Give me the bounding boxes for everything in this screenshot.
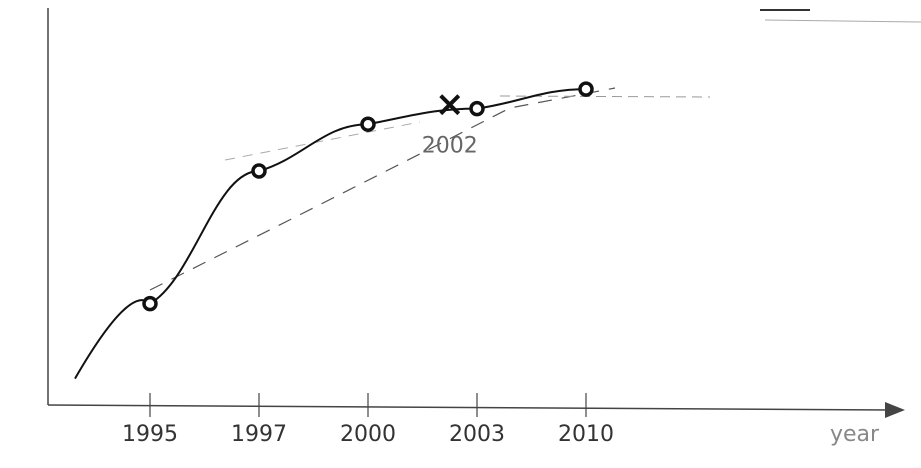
trend-dashed — [150, 88, 615, 290]
data-point — [362, 118, 374, 130]
x-tick-label: 2000 — [340, 422, 396, 447]
x-tick-label: 1995 — [122, 422, 178, 447]
data-point — [253, 165, 265, 177]
trend-curve — [75, 89, 586, 379]
tangent-dashed — [225, 122, 420, 160]
x-tick-label: 1997 — [231, 422, 287, 447]
annotation-marker — [441, 96, 459, 114]
data-point — [580, 83, 592, 95]
x-axis-label: year — [830, 422, 880, 447]
x-tick-label: 2003 — [449, 422, 505, 447]
page: {"chart_data": {"type": "line", "categor… — [0, 0, 921, 468]
x-tick-label: 2010 — [558, 422, 614, 447]
annotation-label: 2002 — [422, 134, 478, 159]
sketch-stroke — [765, 20, 921, 22]
data-point — [144, 298, 156, 310]
x-axis-arrow — [885, 402, 905, 418]
data-point — [471, 103, 483, 115]
x-axis — [48, 405, 900, 410]
chart: year 1995 1997 2000 2003 2010 2002 — [0, 0, 921, 468]
